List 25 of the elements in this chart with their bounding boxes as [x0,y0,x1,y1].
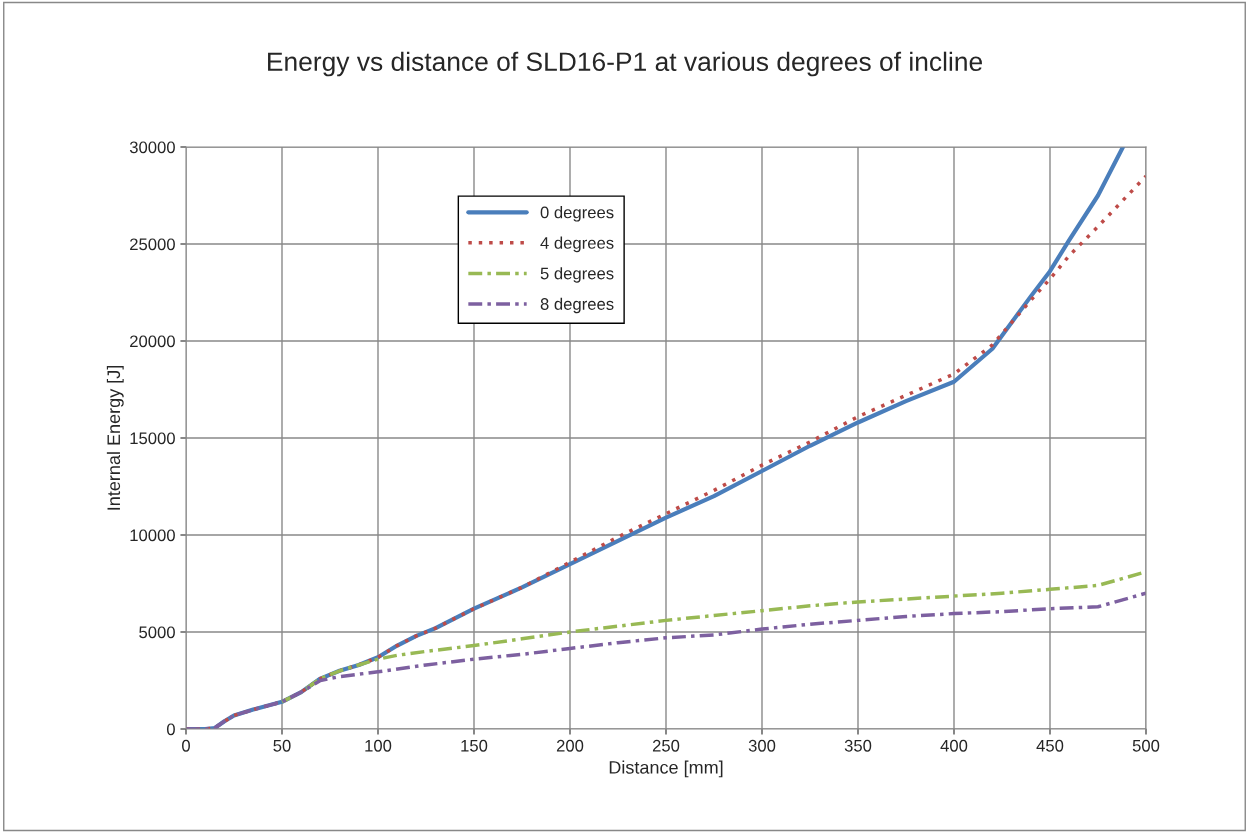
x-tick-label: 100 [365,739,392,752]
chart-title: Energy vs distance of SLD16-P1 at various degrees of incline [268,51,982,77]
y-tick-label: 20000 [130,335,175,348]
y-tick-label: 10000 [130,529,175,542]
y-tick-label: 25000 [130,238,175,251]
x-tick-label: 450 [1036,739,1064,752]
x-tick-label: 150 [461,739,488,752]
x-tick-label: 200 [556,739,584,752]
x-tick-label: 400 [940,739,968,752]
legend-label: 4 degrees [540,236,614,253]
x-tick-label: 500 [1132,739,1160,752]
y-axis-title: Internal Energy [J] [106,366,124,510]
x-tick-label: 350 [844,739,872,752]
x-tick-label: 250 [652,739,680,752]
x-axis-title: Distance [mm] [609,760,723,778]
x-tick-label: 50 [273,739,291,752]
x-tick-label: 0 [182,739,190,752]
y-tick-label: 30000 [129,141,175,154]
x-tick-label: 300 [748,739,776,752]
legend-label: 5 degrees [540,267,614,283]
y-tick-label: 15000 [130,432,175,445]
legend-label: 8 degrees [540,297,614,314]
legend-label: 0 degrees [540,206,614,222]
y-tick-label: 5000 [139,626,175,639]
y-tick-label: 0 [166,723,175,736]
